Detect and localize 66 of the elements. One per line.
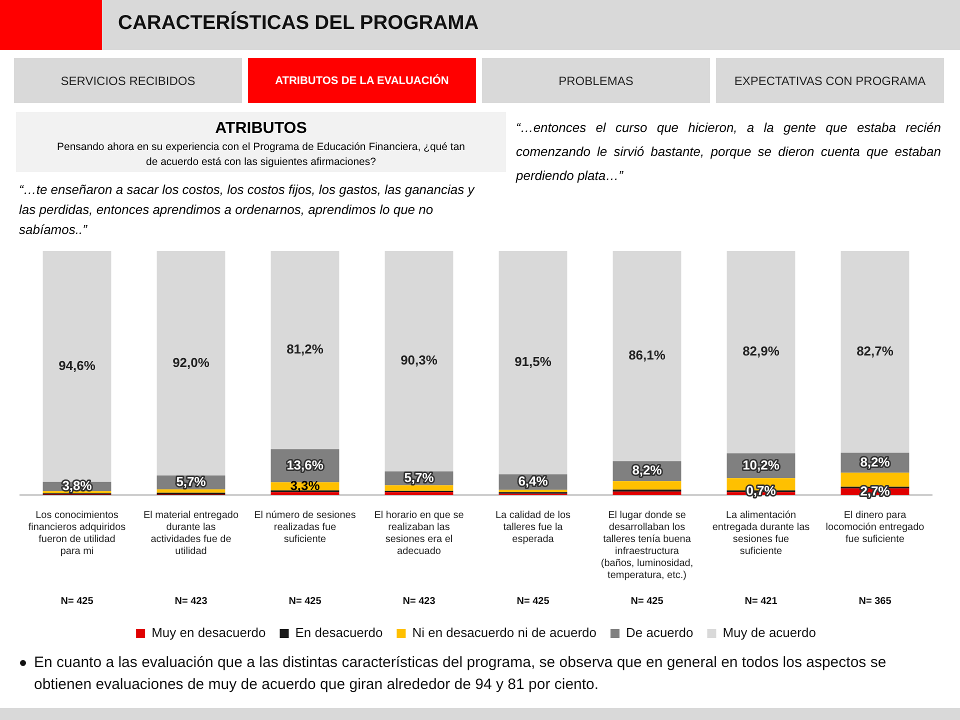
text: N= 421 (744, 596, 778, 607)
x-tick-label: El horario en que se realizaban las sesiones era el adecuado (374, 510, 464, 557)
text: N= 425 (630, 596, 664, 607)
legend-label: Muy en desacuerdo (152, 625, 266, 640)
data-label: 91,5% (514, 354, 552, 370)
chart-title: CARACTERÍSTICAS DEL PROGRAMA (118, 12, 479, 35)
text: N= 425 (60, 596, 94, 607)
data-label: 5,7% (404, 470, 434, 485)
bar (384, 251, 454, 472)
bar (384, 492, 454, 495)
text: PROBLEMAS (482, 58, 710, 103)
data-label: 2,7% (860, 483, 890, 498)
bar (270, 251, 340, 450)
bar (156, 489, 226, 493)
data-label: 3,8% (62, 478, 92, 494)
data-label: 82,9% (742, 344, 780, 359)
bar (384, 485, 454, 491)
text: “…entonces el curso que hicieron, a la gente que estaba recién comenzando le sirvió bastante, porque se dieron cuenta que estaban perdiendo plata…” (516, 119, 941, 185)
bar (840, 472, 910, 487)
data-label: 5,7% (176, 474, 206, 490)
data-label: 8,2% (860, 454, 890, 470)
data-label: 86,1% (628, 348, 666, 363)
text: ATRIBUTOS DE LA EVALUACIÓN (248, 58, 476, 103)
data-label: 82,7% (856, 343, 894, 358)
data-label: 8,2% (632, 462, 662, 478)
text: N= 365 (858, 596, 892, 607)
bar (726, 251, 796, 454)
bar (156, 251, 226, 476)
x-tick-label: La calidad de los talleres fue la esperada (495, 510, 571, 545)
text: “…te enseñaron a sacar los costos, los costos fijos, los gastos, las ganancias y las perdidas, entonces aprendimos a ordenarnos, aprendimos lo que no sabíamos..” (19, 181, 476, 239)
chart-subtitle: ATRIBUTOS (214, 120, 308, 138)
data-label: 10,2% (742, 457, 780, 472)
data-label: 81,2% (286, 342, 324, 357)
data-label: 13,6% (286, 457, 324, 472)
bar (612, 251, 682, 462)
bar (498, 490, 568, 492)
text: SERVICIOS RECIBIDOS (14, 58, 242, 103)
text: N= 423 (174, 596, 208, 607)
legend-label: De acuerdo (626, 625, 694, 640)
legend-label: Muy de acuerdo (722, 625, 816, 640)
x-tick-label: Los conocimientos financieros adquiridos fueron de utilidad para mi (28, 510, 126, 557)
legend-label: En desacuerdo (295, 625, 383, 640)
data-label: 92,0% (172, 354, 210, 370)
bar (612, 481, 682, 490)
text: EXPECTATIVAS CON PROGRAMA (716, 58, 944, 103)
text: Pensando ahora en su experiencia con el Programa de Educación Financiera, ¿qué tan de acuerdo está con las siguientes afirmaciones? (56, 140, 466, 170)
x-tick-label: El lugar donde se desarrollaban los talleres tenía buena infraestructura (baños, luminosidad, temperatura, etc.) (600, 510, 694, 581)
text: N= 423 (402, 596, 436, 607)
data-label: 0,7% (746, 482, 776, 498)
x-tick-label: La alimentación entregada durante las sesiones fue suficiente (712, 510, 810, 557)
x-tick-label: El número de sesiones realizadas fue suficiente (254, 510, 356, 545)
data-label: 90,3% (400, 352, 438, 368)
legend-label: Ni en desacuerdo ni de acuerdo (412, 625, 596, 640)
bar (840, 251, 910, 453)
data-label: 94,6% (58, 358, 96, 373)
data-label: 3,3% (290, 478, 320, 493)
bar (42, 251, 112, 482)
text: N= 425 (516, 596, 550, 607)
bar (498, 251, 568, 474)
data-label: 6,4% (518, 474, 548, 489)
x-tick-label: El dinero para locomoción entregado fue suficiente (826, 510, 925, 545)
text: N= 425 (288, 596, 322, 607)
bar (612, 492, 682, 495)
bar (270, 492, 340, 495)
text: En cuanto a las evaluación que a las distintas características del programa, se observa que en general en todos los aspectos se obtienen evaluaciones de muy de acuerdo que giran alrededor de 94 y 81 por ciento. (34, 653, 888, 695)
x-tick-label: El material entregado durante las actividades fue de utilidad (143, 510, 239, 557)
